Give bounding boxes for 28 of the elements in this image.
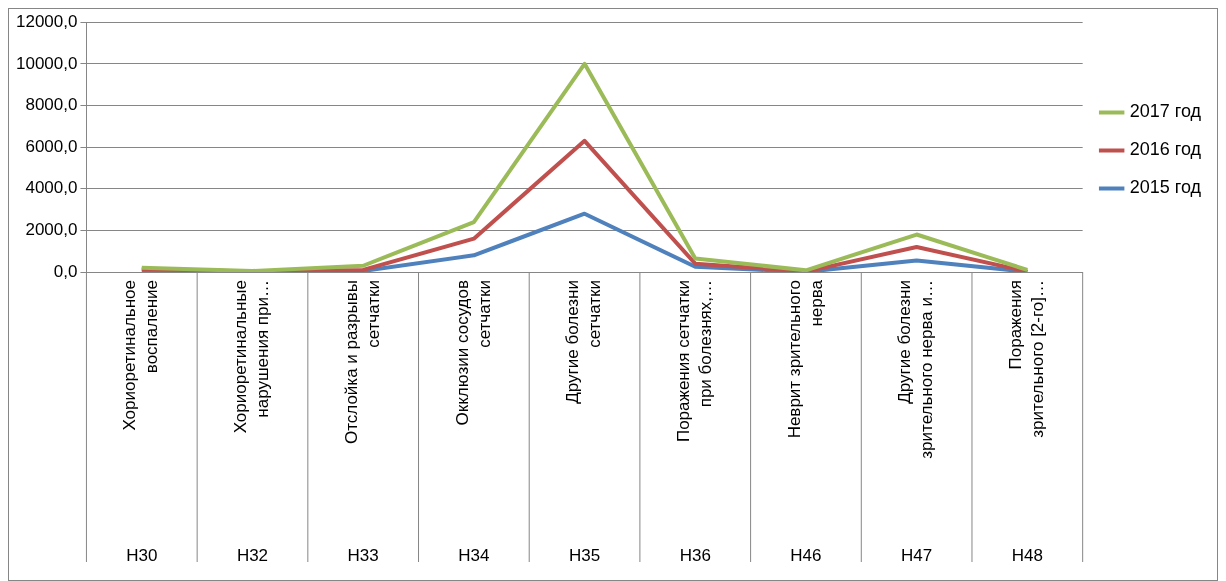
y-tick-label: 8000,0 — [25, 95, 78, 115]
y-tick-label: 2000,0 — [25, 220, 78, 240]
y-tick-label: 0,0 — [53, 261, 78, 281]
x-tick-label: Окклюзии сосудов сетчатки — [452, 280, 494, 426]
x-tick-label: Отслойка и разрывы сетчатки — [341, 280, 383, 445]
text: H46 — [790, 545, 822, 565]
legend-label: 2017 год — [1129, 101, 1202, 122]
text: H36 — [679, 545, 711, 565]
x-tick-label: Другие болезни зрительного нерва и… — [895, 280, 937, 459]
y-tick-label: 6000,0 — [25, 136, 78, 156]
x-tick-label: Хориоретинальное воспаление — [120, 280, 162, 431]
text: H48 — [1011, 545, 1043, 565]
y-tick-label: 4000,0 — [25, 178, 78, 198]
x-tick-label: Поражения зрительного [2-го]… — [1006, 280, 1048, 438]
text: H34 — [458, 545, 490, 565]
x-tick-label: Неврит зрительного нерва — [784, 279, 826, 439]
text: H47 — [901, 545, 933, 565]
legend-label: 2015 год — [1129, 177, 1202, 198]
text: H35 — [568, 545, 601, 565]
x-tick-label: Другие болезни сетчатки — [563, 280, 605, 404]
y-tick-label: 10000,0 — [16, 53, 78, 73]
x-tick-label: Хориоретинальные нарушения при… — [231, 280, 273, 434]
y-tick-label: 12000,0 — [16, 11, 78, 31]
text: H32 — [236, 545, 269, 565]
legend-label: 2016 год — [1129, 139, 1202, 160]
x-tick-label: Поражения сетчатки при болезнях,… — [673, 280, 715, 443]
text: H33 — [347, 545, 379, 565]
text: H30 — [126, 545, 158, 565]
